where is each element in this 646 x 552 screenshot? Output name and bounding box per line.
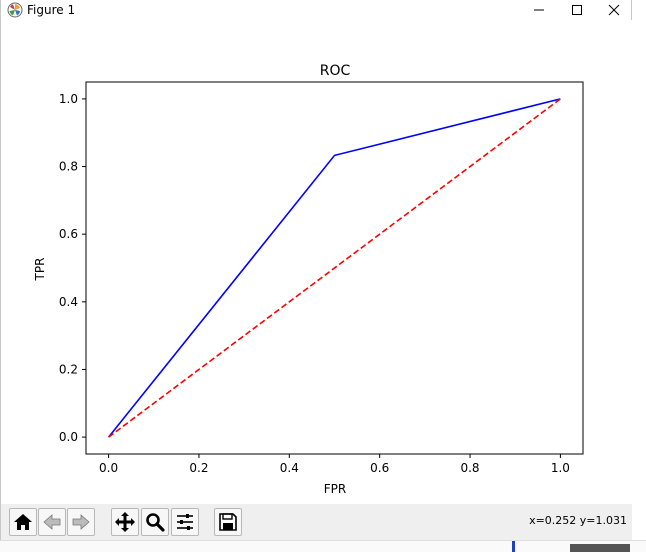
configure-subplots-button[interactable]: [171, 508, 199, 536]
y-tick-label: 0.6: [59, 227, 78, 241]
sliders-icon: [177, 514, 193, 530]
y-tick-label: 0.8: [59, 160, 78, 174]
minimize-icon: [534, 9, 544, 11]
axes-frame: [85, 81, 584, 455]
minimize-button[interactable]: [516, 0, 562, 20]
close-icon: [608, 4, 620, 16]
title-bar[interactable]: Figure 1: [1, 0, 631, 20]
zoom-magnifier-icon: [146, 513, 165, 532]
maximize-icon: [572, 5, 582, 15]
y-tick-label: 0.0: [59, 430, 78, 444]
forward-arrow-icon: [72, 514, 90, 530]
x-tick-label: 0.0: [99, 461, 118, 475]
back-arrow-icon: [43, 514, 61, 530]
home-button[interactable]: [9, 508, 37, 536]
x-tick-label: 0.6: [370, 461, 389, 475]
pan-move-icon: [115, 512, 135, 532]
roc-curve-line: [107, 98, 561, 438]
x-tick-label: 0.2: [189, 461, 208, 475]
x-tick-label: 0.4: [280, 461, 299, 475]
background-taskbar-fragment: [570, 544, 630, 552]
back-button[interactable]: [38, 508, 66, 536]
save-button[interactable]: [214, 508, 242, 536]
diagonal-reference-line: [108, 98, 561, 438]
zoom-button[interactable]: [141, 508, 169, 536]
floppy-disk-icon: [219, 513, 237, 531]
x-tick-label: 0.8: [460, 461, 479, 475]
home-icon: [14, 514, 32, 530]
cursor-coordinates: x=0.252 y=1.031: [529, 514, 627, 527]
pan-button[interactable]: [111, 508, 139, 536]
y-tick-label: 1.0: [59, 92, 78, 106]
background-window-edge: [632, 0, 646, 551]
forward-button[interactable]: [67, 508, 95, 536]
x-tick-label: 1.0: [551, 461, 570, 475]
window-title: Figure 1: [27, 3, 76, 17]
y-axis-label: TPR: [33, 258, 47, 282]
y-tick-label: 0.2: [59, 362, 78, 376]
chart-title: ROC: [320, 63, 351, 79]
y-tick-label: 0.4: [59, 295, 78, 309]
roc-chart: ROC 0.0 0.2 0.4 0.6 0.8 1.0 0.0 0.2 0.4 0.6 0.8 1.…: [33, 63, 584, 496]
close-button[interactable]: [591, 0, 637, 20]
background-marker: [512, 541, 515, 552]
plot-canvas[interactable]: ROC 0.0 0.2 0.4 0.6 0.8 1.0 0.0 0.2 0.4 0.6 0.8 1.…: [1, 20, 633, 504]
figure-window: Figure 1 ROC 0.0 0.2 0.4 0.6 0.8 1.0 0.0 0.2 0.…: [0, 0, 633, 551]
background-window-strip: [0, 540, 646, 552]
maximize-button[interactable]: [554, 0, 600, 20]
matplotlib-logo-icon: [7, 2, 23, 18]
navigation-toolbar: x=0.252 y=1.031: [1, 504, 633, 540]
x-axis-label: FPR: [324, 482, 346, 496]
